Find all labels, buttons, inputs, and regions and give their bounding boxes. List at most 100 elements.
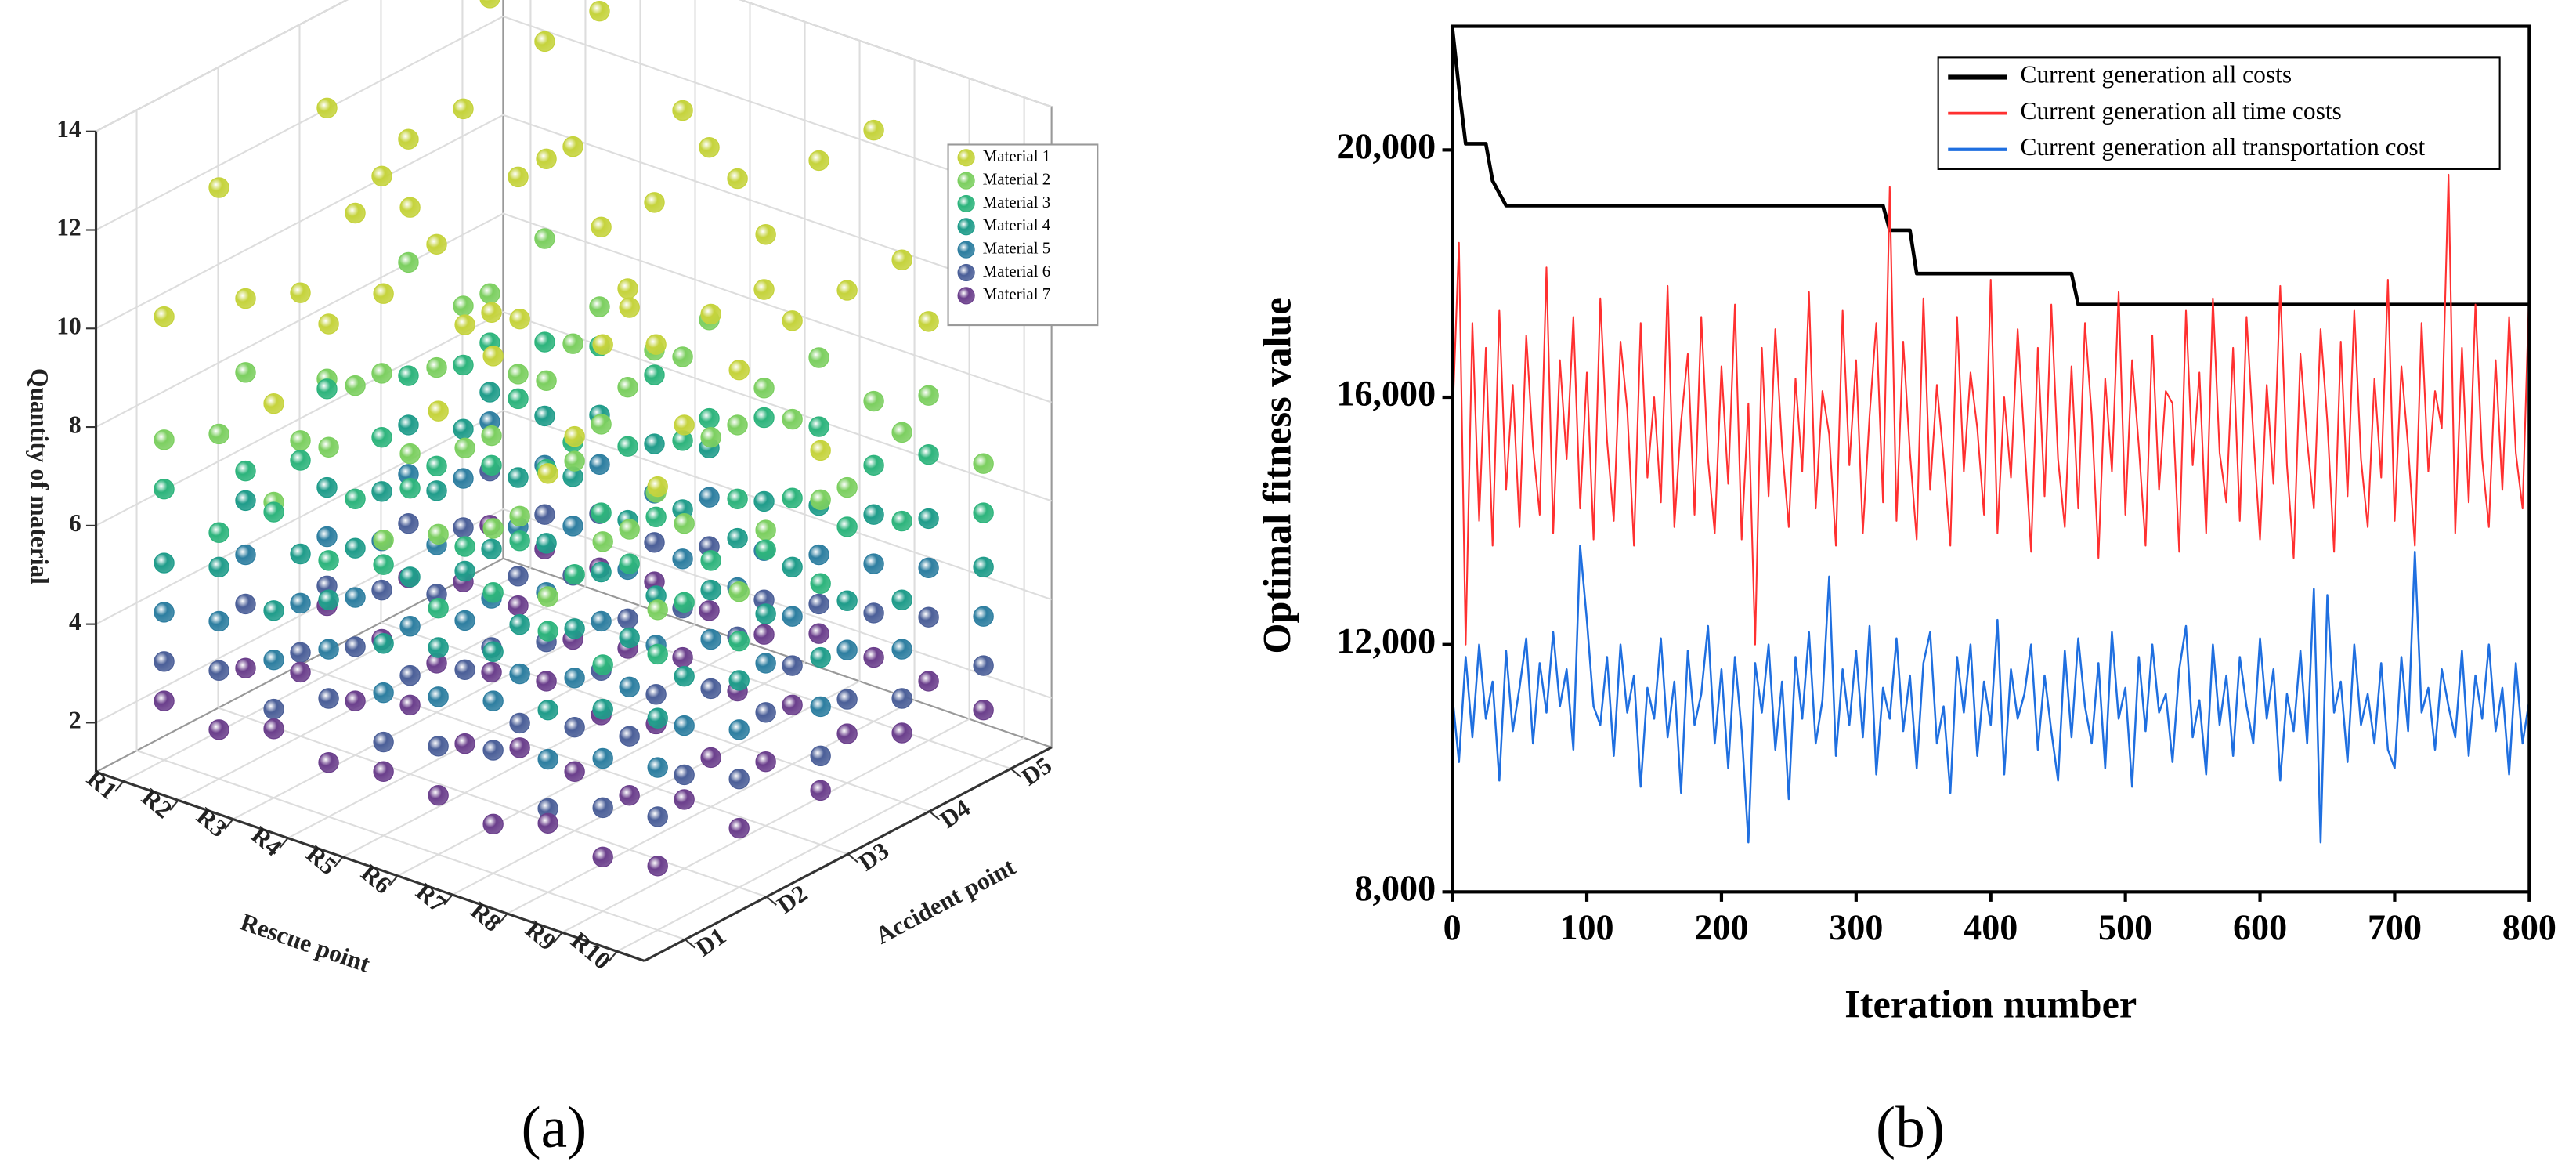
legend-marker <box>957 241 975 259</box>
point <box>591 561 612 583</box>
x-tick-label: 300 <box>1829 907 1883 947</box>
point <box>481 425 502 447</box>
point <box>345 690 366 711</box>
y-axis-label: Optimal fitness value <box>1255 297 1299 653</box>
point <box>644 192 665 213</box>
point <box>589 296 610 317</box>
point <box>562 136 583 157</box>
point <box>592 797 613 819</box>
point <box>399 197 421 218</box>
y-axis-label: Accident point <box>871 852 1020 949</box>
z-tick-label: 12 <box>56 214 81 241</box>
point <box>808 593 829 615</box>
point <box>647 643 668 665</box>
point <box>537 699 558 721</box>
point <box>836 689 858 710</box>
series-line <box>1451 545 2531 844</box>
point <box>672 646 693 668</box>
axis-edge <box>96 770 645 962</box>
point <box>891 249 912 270</box>
x-tick <box>608 950 618 962</box>
point <box>345 636 366 657</box>
point <box>263 698 284 720</box>
point <box>863 646 884 668</box>
legend-label: Material 2 <box>983 169 1051 188</box>
point <box>672 548 693 570</box>
point <box>753 624 775 645</box>
point <box>973 502 994 523</box>
point <box>699 600 720 621</box>
point <box>644 433 665 454</box>
x-tick-label: 100 <box>1559 907 1613 947</box>
y-tick <box>1010 768 1021 778</box>
point <box>263 600 284 621</box>
point <box>508 595 529 617</box>
point <box>564 425 585 447</box>
point <box>398 414 419 436</box>
point <box>509 613 530 635</box>
point <box>836 280 858 301</box>
point <box>453 98 474 120</box>
point <box>918 671 939 692</box>
point <box>154 651 175 672</box>
point <box>235 288 256 309</box>
point <box>645 684 667 705</box>
point <box>482 813 504 835</box>
point <box>836 476 858 498</box>
point <box>154 552 175 574</box>
point <box>782 408 803 430</box>
z-tick-label: 14 <box>56 115 81 143</box>
point <box>863 504 884 525</box>
x-tick <box>553 932 563 943</box>
point <box>509 309 530 330</box>
point <box>755 751 776 773</box>
point <box>345 587 366 608</box>
point <box>699 487 720 508</box>
point <box>891 639 912 660</box>
point <box>482 690 504 711</box>
point <box>782 310 803 331</box>
point <box>208 660 229 682</box>
z-axis-label: Quantity of material <box>26 368 53 584</box>
point <box>753 378 775 399</box>
point <box>154 429 175 450</box>
z-grid-line <box>96 212 1052 428</box>
point <box>373 633 394 654</box>
point <box>727 168 748 190</box>
point <box>371 165 392 187</box>
point <box>863 553 884 574</box>
point <box>617 278 638 299</box>
legend-marker <box>957 287 975 305</box>
legend-marker <box>957 194 975 213</box>
point <box>318 313 339 335</box>
point <box>647 707 668 729</box>
floor-grid <box>136 750 686 941</box>
point <box>373 761 394 782</box>
point <box>482 582 504 603</box>
point <box>208 522 229 543</box>
x-tick <box>279 838 289 849</box>
point <box>728 359 750 381</box>
point <box>482 740 504 761</box>
point <box>482 641 504 662</box>
point <box>454 659 475 681</box>
point <box>755 603 776 624</box>
point <box>619 784 640 806</box>
point <box>755 653 776 674</box>
point <box>428 736 449 757</box>
point <box>674 592 695 613</box>
y-tick-label: 16,000 <box>1336 374 1436 414</box>
point <box>891 589 912 610</box>
point <box>810 745 831 767</box>
point <box>782 655 803 676</box>
point <box>700 628 721 650</box>
point <box>399 566 421 588</box>
point <box>509 505 530 526</box>
z-grid-line <box>96 311 1052 526</box>
point <box>453 418 474 440</box>
point <box>482 518 504 539</box>
point <box>647 856 668 877</box>
point <box>534 31 555 52</box>
x-tick-label: 200 <box>1694 907 1748 947</box>
point <box>479 283 500 304</box>
